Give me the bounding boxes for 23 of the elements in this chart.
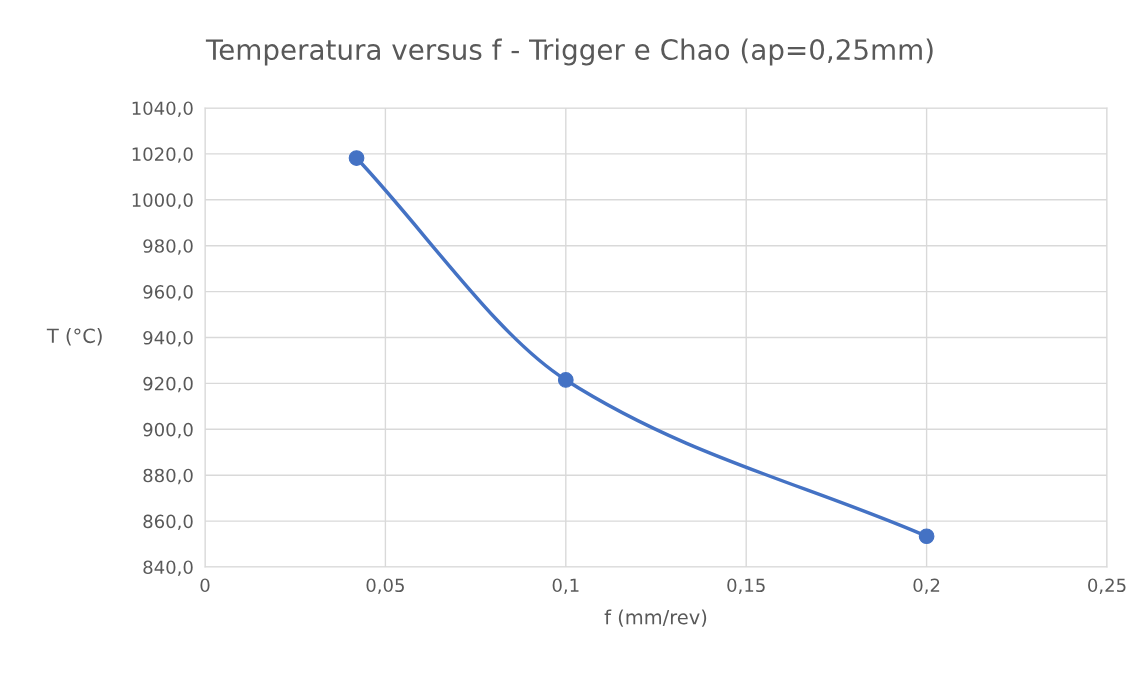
x-tick-label: 0 bbox=[200, 578, 210, 593]
x-axis-title: f (mm/rev) bbox=[604, 609, 707, 627]
point bbox=[348, 150, 365, 166]
chart-title: Temperatura versus f - Trigger e Chao (ap=0,25mm) bbox=[205, 38, 933, 66]
y-tick-label: 940,0 bbox=[143, 330, 193, 347]
x-tick-label: 0,1 bbox=[552, 578, 579, 594]
y-tick-label: 980,0 bbox=[143, 239, 193, 255]
point bbox=[918, 528, 935, 545]
x-tick-label: 0,05 bbox=[366, 578, 404, 594]
y-tick-label: 860,0 bbox=[143, 514, 193, 531]
x-tick-label: 0,2 bbox=[913, 578, 940, 594]
y-tick-label: 840,0 bbox=[143, 560, 193, 576]
y-tick-label: 1020,0 bbox=[132, 147, 193, 163]
y-tick-label: 920,0 bbox=[143, 376, 193, 393]
y-tick-label: 960,0 bbox=[143, 285, 193, 301]
x-tick-label: 0,25 bbox=[1088, 578, 1126, 594]
y-tick-label: 1000,0 bbox=[132, 193, 193, 209]
point bbox=[557, 372, 574, 388]
y-tick-label: 900,0 bbox=[143, 422, 193, 439]
y-tick-label: 880,0 bbox=[143, 468, 193, 485]
y-tick-label: 1040,0 bbox=[132, 101, 193, 117]
x-tick-label: 0,15 bbox=[727, 578, 765, 594]
y-axis-title: T (°C) bbox=[46, 328, 102, 346]
